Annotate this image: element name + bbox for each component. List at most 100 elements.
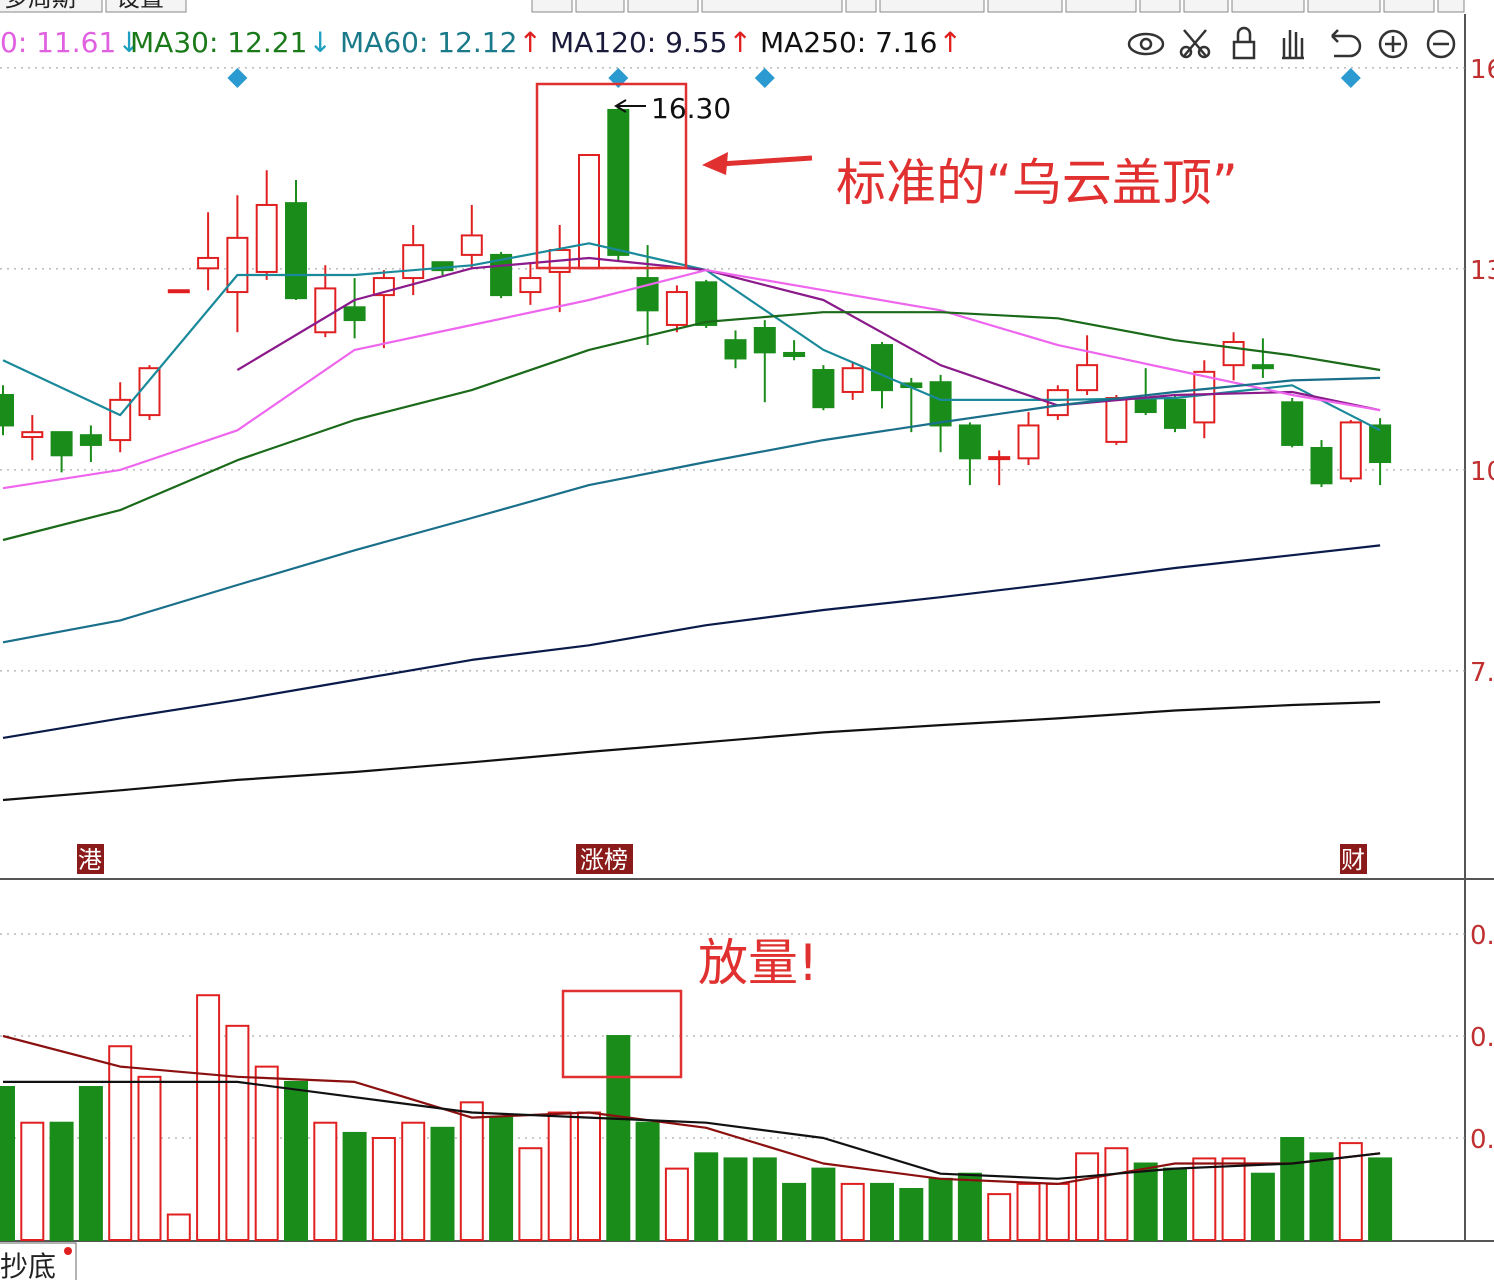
- toolbar-tab-label: 多周期: [4, 0, 76, 12]
- toolbar-tab-label: 设置: [116, 0, 164, 12]
- candle-body: [841, 367, 864, 393]
- volume-bar: [1045, 1182, 1070, 1241]
- bottom-tab[interactable]: [0, 1242, 77, 1280]
- annotation-arrowhead: [702, 152, 728, 175]
- scissors-ring: [1197, 45, 1211, 59]
- candle-body: [1017, 424, 1040, 460]
- badge[interactable]: [77, 844, 104, 874]
- volume-bar: [1280, 1137, 1305, 1241]
- volume-bar: [987, 1193, 1012, 1242]
- volume-bar: [49, 1121, 74, 1242]
- volume-bar: [489, 1116, 514, 1241]
- candle-body: [343, 306, 366, 322]
- volume-bar: [78, 1086, 103, 1242]
- toolbar-tab[interactable]: [1437, 0, 1465, 13]
- candle-body: [138, 367, 161, 417]
- y2-tick-label: 0.: [1470, 1125, 1494, 1155]
- ma-legend-label: MA250: 7.16: [760, 26, 937, 59]
- volume-bar: [1016, 1182, 1041, 1241]
- badge[interactable]: [576, 844, 633, 874]
- toolbar-tab[interactable]: [1065, 0, 1137, 13]
- toolbar-tab[interactable]: [879, 0, 985, 13]
- candle-body: [197, 256, 220, 270]
- zoom-out-icon[interactable]: [1426, 29, 1456, 59]
- volume-bar: [870, 1182, 894, 1241]
- volume-bar: [284, 1080, 308, 1242]
- toolbar-tab[interactable]: [627, 0, 699, 13]
- toolbar-tab[interactable]: [575, 0, 625, 13]
- toolbar-tab[interactable]: [0, 0, 103, 13]
- ma-line: [2, 311, 1381, 542]
- candle-body: [1310, 446, 1333, 485]
- ma-line: [2, 376, 1381, 644]
- toolbar-tab[interactable]: [1183, 0, 1229, 13]
- toolbar-tab[interactable]: [1231, 0, 1305, 13]
- volume-bar: [723, 1157, 748, 1241]
- y-tick-label: 10: [1470, 457, 1494, 487]
- ma-legend-label: MA120: 9.55: [550, 26, 727, 59]
- ma-line: [2, 700, 1381, 802]
- volume-bar: [518, 1147, 543, 1242]
- ma-line: [2, 269, 1381, 490]
- toolbar-tab[interactable]: [1307, 0, 1381, 13]
- scissors-ring: [1179, 45, 1193, 59]
- candle-body: [1193, 370, 1216, 424]
- candle-body: [255, 203, 278, 273]
- toolbar-tab[interactable]: [531, 0, 573, 13]
- hand-icon[interactable]: [1282, 30, 1304, 60]
- toolbar-tab[interactable]: [987, 0, 1063, 13]
- y-tick-label: 13: [1470, 256, 1494, 286]
- candle-body: [1339, 421, 1362, 480]
- volume-bar: [1221, 1157, 1246, 1241]
- scissors-icon[interactable]: [1183, 29, 1207, 57]
- annotation-box: [561, 989, 683, 1079]
- candle-body: [1281, 401, 1304, 446]
- eye-icon[interactable]: [1127, 32, 1165, 56]
- candle-body: [929, 381, 952, 427]
- candle-body: [1076, 364, 1099, 392]
- ma-legend-arrow: ↓: [117, 26, 140, 59]
- volume-bar: [0, 1086, 15, 1242]
- event-marker: [1340, 68, 1361, 88]
- volume-bar: [1075, 1152, 1100, 1242]
- annotation-volume: 放量!: [698, 934, 818, 992]
- volume-bar: [20, 1121, 45, 1242]
- ma-legend-label: MA30: 12.21: [130, 26, 307, 59]
- volume-bar: [1250, 1172, 1275, 1242]
- annotation-pattern: 标准的“乌云盖顶”: [836, 154, 1238, 212]
- volume-bar: [606, 1035, 631, 1241]
- candle-body: [665, 291, 688, 326]
- volume-bar: [342, 1131, 367, 1241]
- volume-bar: [664, 1167, 689, 1242]
- event-marker: [754, 68, 775, 88]
- badge-label: 财: [1341, 846, 1365, 874]
- toolbar: 多周期 设置: [0, 0, 1465, 13]
- toolbar-tab[interactable]: [105, 0, 187, 13]
- candle-body: [21, 431, 44, 439]
- toolbar-tab[interactable]: [1139, 0, 1181, 13]
- ma-legend-arrow: ↑: [518, 26, 541, 59]
- candle-body: [812, 369, 835, 409]
- ma-line: [2, 1034, 1381, 1186]
- toolbar-tab[interactable]: [845, 0, 877, 13]
- candle-body: [1134, 398, 1157, 414]
- volume-bar: [1309, 1152, 1334, 1242]
- undo-icon[interactable]: [1331, 29, 1362, 58]
- annotation-box: [535, 82, 688, 270]
- candle-body: [519, 277, 542, 294]
- volume-bar: [1368, 1157, 1393, 1241]
- toolbar-tab[interactable]: [1383, 0, 1435, 13]
- zoom-in-icon[interactable]: [1378, 29, 1408, 59]
- candle-body: [783, 351, 806, 358]
- ma-line: [3, 1080, 1381, 1180]
- badge[interactable]: [1340, 844, 1367, 874]
- toolbar-tab[interactable]: [701, 0, 843, 13]
- candle-body: [460, 234, 483, 256]
- volume-bar: [1133, 1162, 1158, 1241]
- candle-body: [79, 434, 102, 446]
- ma-line: [236, 256, 1381, 412]
- peak-label: 16.30: [651, 92, 731, 125]
- lock-icon[interactable]: [1232, 40, 1256, 60]
- ma-legend-arrow: ↓: [308, 26, 331, 59]
